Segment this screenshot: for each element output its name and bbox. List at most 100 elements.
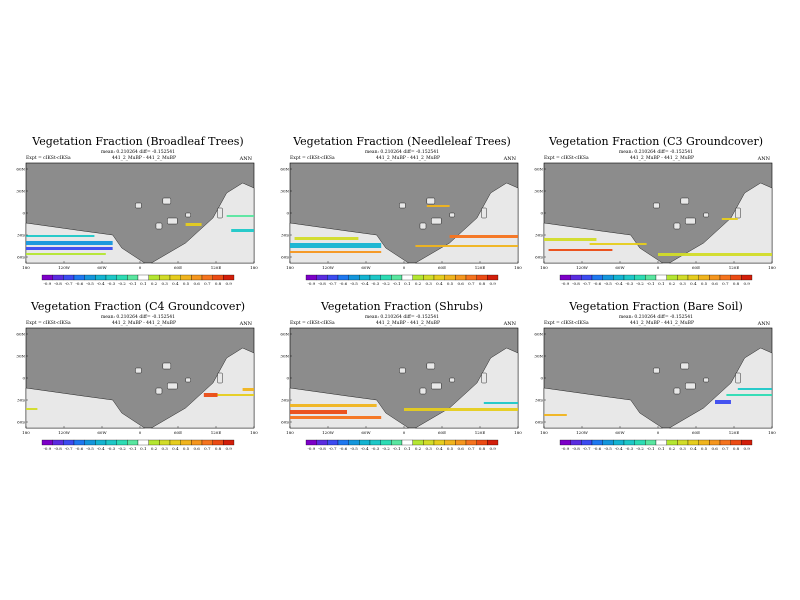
y-tick-label: 60S — [281, 255, 289, 260]
x-tick-label: 120W — [322, 265, 335, 270]
colorbar-label: -0.6 — [75, 446, 83, 451]
colorbar-swatch — [602, 274, 614, 281]
colorbar-label: -0.4 — [361, 281, 369, 286]
colorbar-swatch — [180, 439, 192, 446]
colorbar-label: 0.5 — [183, 281, 190, 286]
colorbar-swatch — [391, 439, 403, 446]
x-tick-label: 180 — [514, 430, 522, 435]
y-tick-label: 30S — [281, 233, 289, 238]
colorbar-label: 0.5 — [701, 281, 708, 286]
colorbar-label: -0.7 — [65, 281, 73, 286]
x-tick-label: 180 — [22, 430, 30, 435]
colorbar-swatch — [433, 439, 445, 446]
y-tick-label: 0 — [540, 211, 543, 216]
anomaly-band — [294, 237, 359, 240]
colorbar-label: 0.8 — [215, 281, 222, 286]
x-tick-label: 120E — [475, 265, 486, 270]
colorbar-swatch — [645, 274, 657, 281]
x-tick-label: 180 — [286, 430, 294, 435]
colorbar-label: 0.8 — [479, 446, 486, 451]
x-tick-label: 60E — [438, 265, 446, 270]
x-tick-label: 60W — [615, 265, 625, 270]
anomaly-band — [26, 253, 106, 255]
y-tick-label: 30N — [534, 354, 543, 359]
colorbar-label: -0.8 — [54, 446, 62, 451]
colorbar-swatch — [423, 274, 435, 281]
anomaly-band — [26, 241, 113, 245]
x-tick-label: 180 — [514, 265, 522, 270]
panel-expt: Expt = cIKSt-cIKSa — [290, 321, 335, 326]
x-tick-label: 0 — [657, 265, 660, 270]
panel-stats: mean: 0.210264 diff= -0.152541 — [364, 315, 440, 320]
x-tick-label: 0 — [403, 430, 406, 435]
panel-season: ANN — [503, 321, 516, 327]
colorbar-label: -0.7 — [329, 281, 337, 286]
colorbar-swatch — [581, 439, 593, 446]
land-south-east — [668, 347, 773, 429]
colorbar-swatch — [719, 439, 731, 446]
colorbar-label: 0.9 — [743, 446, 750, 451]
panel-expt: Expt = cIKSt-cIKSa — [26, 321, 71, 326]
anomaly-band — [726, 394, 772, 396]
colorbar-label: -0.2 — [118, 446, 126, 451]
panel-season: ANN — [757, 156, 770, 162]
colorbar-swatch — [73, 274, 85, 281]
island — [167, 217, 178, 225]
island — [162, 362, 172, 370]
colorbar-swatch — [337, 439, 349, 446]
colorbar-label: -0.5 — [350, 281, 358, 286]
colorbar-swatch — [359, 439, 371, 446]
island — [419, 387, 427, 395]
panel-title: Vegetation Fraction (C4 Groundcover) — [30, 300, 245, 313]
island — [653, 202, 660, 209]
colorbar-swatch — [105, 439, 117, 446]
colorbar-label: -0.9 — [561, 446, 569, 451]
panel-expt: Expt = cIKSt-cIKSa — [290, 156, 335, 161]
colorbar-swatch — [348, 274, 360, 281]
colorbar-label: -0.4 — [361, 446, 369, 451]
y-tick-label: 0 — [22, 376, 25, 381]
anomaly-band — [290, 404, 377, 407]
island — [685, 217, 696, 225]
colorbar-label: -0.7 — [329, 446, 337, 451]
colorbar-swatch — [41, 439, 53, 446]
colorbar-swatch — [709, 439, 721, 446]
anomaly-band — [290, 416, 382, 419]
colorbar-swatch — [180, 274, 192, 281]
island — [481, 372, 487, 384]
colorbar-swatch — [159, 439, 171, 446]
colorbar-swatch — [137, 274, 149, 281]
colorbar-swatch — [666, 274, 678, 281]
colorbar-swatch — [677, 274, 689, 281]
colorbar-label: -0.2 — [636, 281, 644, 286]
colorbar-swatch — [305, 274, 317, 281]
colorbar-label: -0.8 — [572, 281, 580, 286]
colorbar-label: -0.5 — [604, 281, 612, 286]
y-tick-label: 60N — [534, 167, 543, 172]
anomaly-band — [544, 238, 597, 241]
island — [481, 207, 487, 219]
island — [217, 207, 223, 219]
colorbar-swatch — [444, 439, 456, 446]
y-tick-label: 60N — [16, 332, 25, 337]
anomaly-band — [544, 414, 567, 416]
colorbar-swatch — [391, 274, 403, 281]
colorbar-swatch — [634, 439, 646, 446]
panel-title: Vegetation Fraction (Shrubs) — [320, 300, 484, 313]
y-tick-label: 30N — [534, 189, 543, 194]
island — [735, 207, 741, 219]
colorbar-swatch — [337, 274, 349, 281]
colorbar-label: -0.9 — [43, 446, 51, 451]
colorbar-label: -0.1 — [393, 281, 401, 286]
colorbar-label: -0.9 — [307, 281, 315, 286]
y-tick-label: 30S — [535, 233, 543, 238]
colorbar-swatch — [487, 439, 499, 446]
anomaly-band — [212, 394, 254, 396]
colorbar-label: -0.3 — [625, 281, 633, 286]
colorbar-label: 0.5 — [447, 281, 454, 286]
island — [419, 222, 427, 230]
island — [673, 222, 681, 230]
x-tick-label: 180 — [22, 265, 30, 270]
panel-title: Vegetation Fraction (C3 Groundcover) — [548, 135, 763, 148]
colorbar-swatch — [305, 439, 317, 446]
